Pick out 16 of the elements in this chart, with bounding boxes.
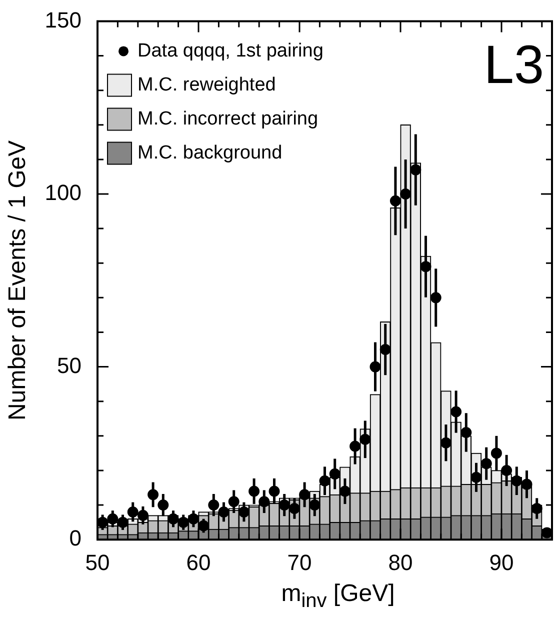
legend-label: Data qqqq, 1st pairing: [138, 40, 324, 62]
x-tick-label: 70: [287, 550, 312, 575]
y-tick-label: 50: [57, 352, 82, 378]
annotation: L3: [484, 35, 544, 96]
legend-label: M.C. background: [138, 142, 282, 164]
x-axis-title: m$_{inv}$ [GeV]: [280, 580, 396, 613]
y-tick-label: 0: [69, 526, 82, 551]
legend-label: M.C. incorrect pairing: [138, 108, 318, 130]
y-tick-label: 100: [44, 180, 82, 206]
legend-label: M.C. reweighted: [138, 74, 276, 96]
x-tick-label: 80: [388, 550, 413, 575]
y-tick-label: 150: [44, 7, 82, 32]
x-tick-label: 60: [186, 550, 211, 575]
x-tick-label: 90: [489, 550, 514, 575]
y-axis-title: Number of Events / 1 GeV: [4, 140, 32, 420]
x-tick-label: 50: [85, 550, 110, 575]
